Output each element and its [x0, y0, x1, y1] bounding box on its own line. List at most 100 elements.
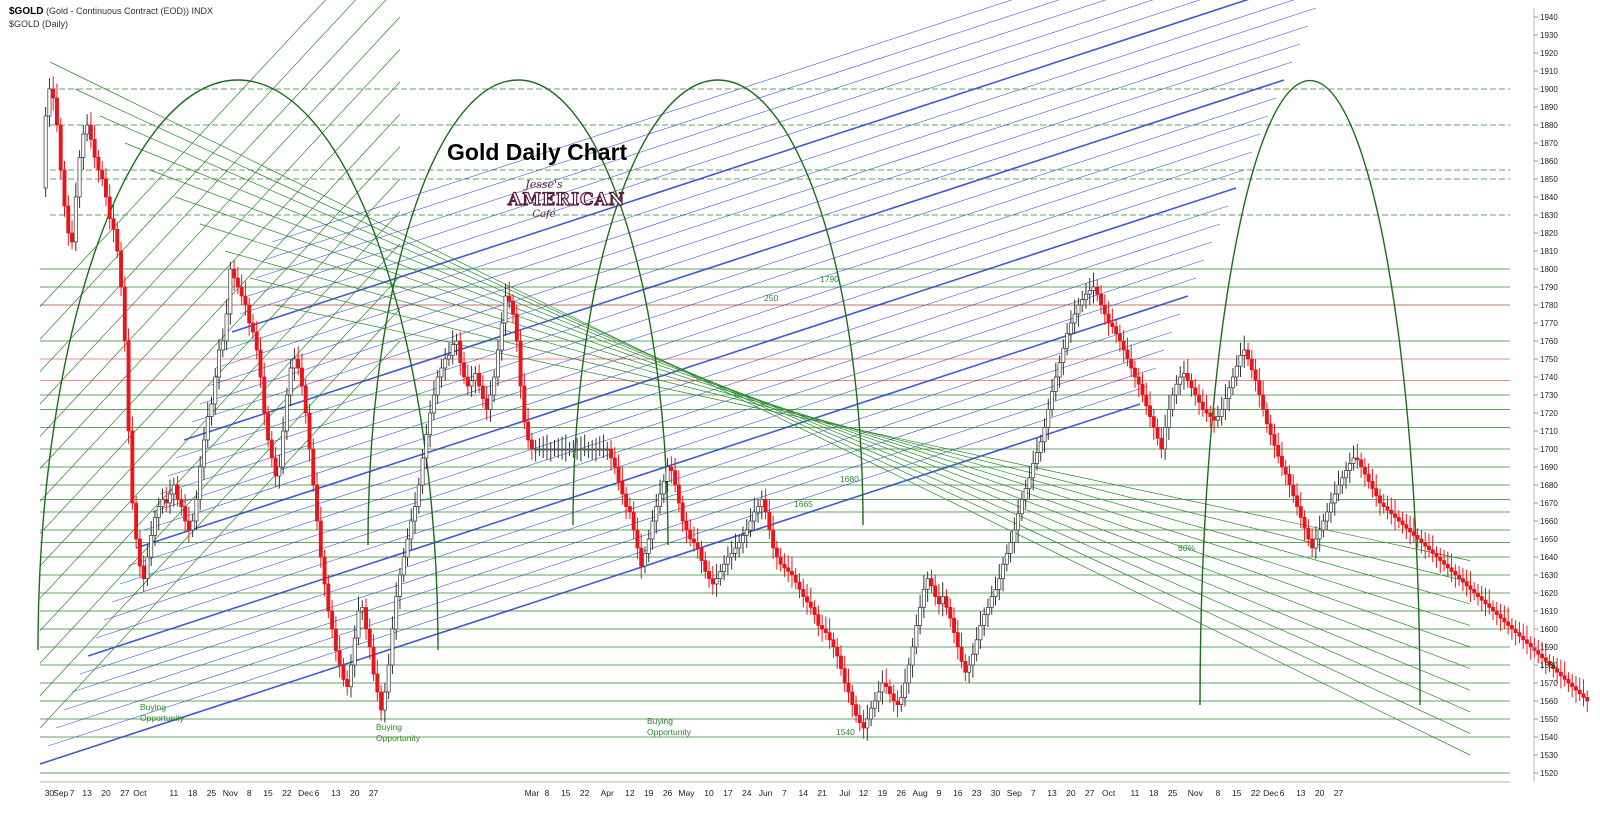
x-tick-label: 15: [1232, 788, 1242, 798]
candle-body: [1268, 423, 1273, 435]
candle-body: [1336, 484, 1341, 495]
green-uptrend: [39, 275, 401, 664]
blue-trendline: [63, 349, 1165, 711]
green-downtrend: [274, 304, 1471, 561]
candle-body: [635, 529, 640, 549]
candle-body: [92, 139, 97, 158]
candle-body: [1547, 661, 1552, 666]
candle-body: [81, 133, 86, 158]
chart-title: Gold Daily Chart: [447, 139, 628, 165]
candle-body: [1106, 313, 1111, 324]
candle-body: [1359, 459, 1364, 468]
candle-body: [458, 340, 463, 363]
blue-trendline: [135, 187, 1237, 549]
candle-body: [1253, 369, 1258, 381]
candle-body: [567, 448, 572, 451]
blue-trendline: [231, 0, 1250, 333]
candle-body: [1427, 545, 1431, 551]
candle-body: [1174, 383, 1179, 396]
x-tick-label: 18: [1149, 788, 1159, 798]
candle-body: [669, 466, 674, 471]
candle-body: [1411, 531, 1416, 536]
candle-body: [1261, 394, 1266, 410]
y-tick-label: 1780: [1540, 301, 1558, 310]
candle-body: [126, 340, 131, 432]
candle-body: [107, 196, 112, 219]
candle-body: [725, 556, 730, 565]
candle-body: [590, 448, 595, 451]
candle-body: [857, 715, 862, 723]
candle-body: [160, 499, 165, 507]
x-tick-label: Nov: [1188, 788, 1204, 798]
y-tick-label: 1910: [1540, 67, 1558, 76]
green-uptrend: [39, 113, 401, 502]
candle-body: [1114, 326, 1119, 335]
logo-line1: Jesse's: [525, 178, 563, 191]
blue-trendline: [263, 0, 1060, 261]
candle-body: [43, 115, 48, 189]
candle-body: [1133, 367, 1137, 378]
candle-body: [944, 596, 949, 608]
x-tick-label: Apr: [601, 788, 614, 798]
candle-body: [695, 542, 700, 549]
candle-body: [450, 344, 455, 356]
x-tick-label: Aug: [913, 788, 928, 798]
candle-body: [1344, 470, 1348, 479]
green-uptrend: [39, 243, 401, 632]
candle-body: [1215, 416, 1220, 421]
candle-body: [1019, 499, 1024, 515]
blue-trendline: [39, 403, 1141, 765]
candle-body: [823, 628, 828, 633]
candle-body: [401, 556, 406, 576]
candle-body: [1460, 578, 1465, 583]
candle-body: [560, 448, 564, 451]
candle-body: [548, 448, 553, 451]
annotation-label: Buying: [376, 722, 402, 732]
candle-body: [454, 340, 459, 345]
candle-body: [876, 691, 881, 702]
candle-body: [1487, 603, 1492, 608]
candle-body: [1347, 463, 1352, 471]
candle-body: [473, 373, 478, 381]
candle-body: [1016, 513, 1021, 531]
candle-body: [220, 340, 225, 351]
candle-body: [816, 614, 821, 626]
candle-body: [1144, 394, 1149, 407]
candle-body: [1457, 574, 1462, 579]
candle-body: [1494, 610, 1499, 615]
y-tick-label: 1670: [1540, 499, 1558, 508]
candle-body: [277, 466, 282, 477]
candle-body: [921, 589, 926, 608]
candle-body: [1148, 405, 1152, 417]
candle-body: [439, 367, 444, 378]
candle-body: [356, 610, 361, 639]
candle-body: [1155, 427, 1160, 439]
candle-body: [605, 448, 610, 451]
candle-body: [492, 376, 497, 396]
x-tick-label: 27: [369, 788, 379, 798]
candle-body: [499, 322, 504, 351]
candle-body: [1076, 304, 1081, 315]
y-tick-label: 1600: [1540, 625, 1558, 634]
candle-body: [390, 628, 395, 666]
candle-body: [1057, 362, 1062, 378]
candle-body: [367, 628, 372, 648]
candle-body: [627, 506, 632, 513]
candle-body: [967, 664, 972, 673]
candle-body: [266, 412, 270, 441]
y-tick-label: 1650: [1540, 535, 1558, 544]
candle-body: [578, 448, 583, 451]
candle-body: [1378, 495, 1382, 504]
candle-body: [1370, 481, 1375, 489]
x-tick-label: 9: [937, 788, 942, 798]
candle-body: [352, 637, 357, 666]
candle-body: [1585, 697, 1590, 702]
candle-body: [620, 481, 625, 495]
candle-body: [394, 596, 399, 630]
candle-body: [47, 88, 52, 117]
candle-body: [1513, 628, 1518, 633]
candle-body: [1408, 527, 1413, 533]
y-tick-label: 1620: [1540, 589, 1558, 598]
candle-body: [168, 493, 172, 504]
blue-trendline: [223, 0, 1295, 351]
